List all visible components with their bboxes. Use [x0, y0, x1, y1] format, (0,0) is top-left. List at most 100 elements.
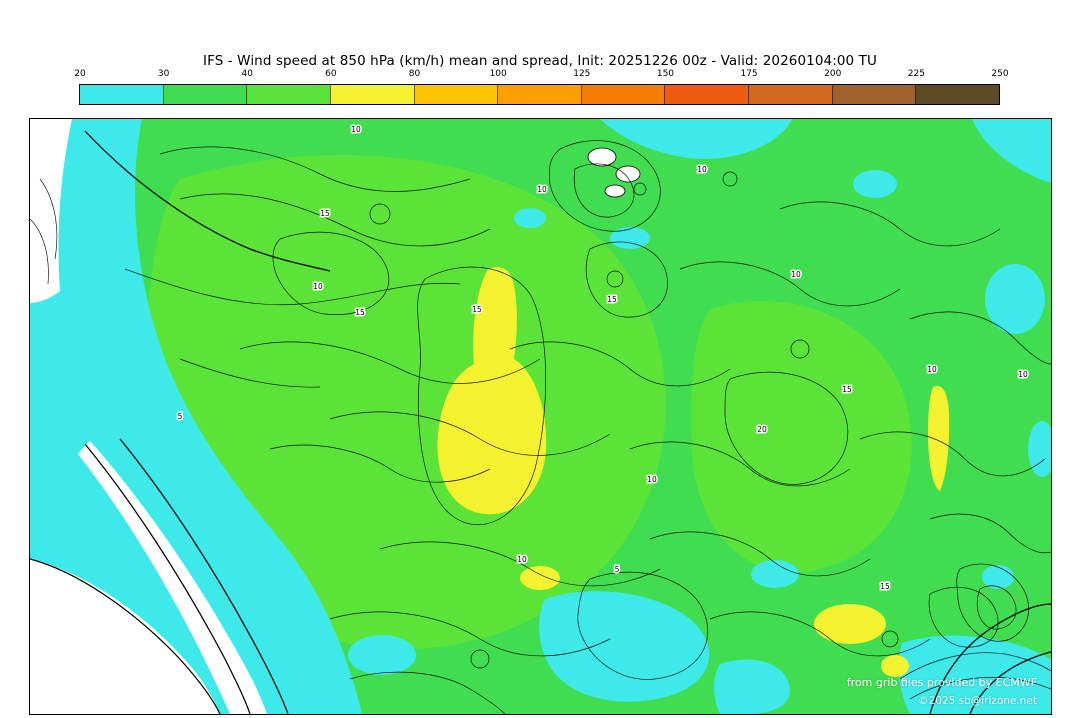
map-shape [928, 586, 999, 648]
sea-region-white [30, 559, 220, 714]
map-shape [976, 585, 1017, 630]
map-shape [84, 443, 251, 714]
contour-label: 10 [517, 555, 527, 564]
attribution-copyright: ©2025 sb@irizone.net [918, 695, 1037, 707]
map-shape [84, 130, 331, 272]
map-shape [369, 203, 391, 225]
wind-region-light-green [147, 155, 666, 649]
wind-speed-map-canvas: 15 10 15 15 10 15 10 10 15 10 10 10 10 5 20 10 5 15 [30, 119, 1051, 714]
map-shape [899, 652, 1051, 680]
map-shape [859, 431, 1046, 477]
contour-label: 10 [351, 125, 361, 134]
map-shape [179, 358, 321, 388]
contour-label: 15 [842, 385, 852, 394]
map-shape [548, 140, 661, 232]
colorbar-segment [329, 85, 414, 104]
map-shape [179, 193, 491, 247]
colorbar-tick-label: 80 [408, 69, 421, 79]
map-shape [649, 531, 871, 577]
colorbar-ticks: 20 30 40 60 80 100 125 150 175 200 225 250 [74, 69, 1008, 81]
wind-region-cyan [714, 659, 791, 714]
map-shape [39, 178, 58, 260]
wind-region-cyan [972, 119, 1051, 183]
colorbar-segment [246, 85, 330, 104]
calm-patch-white [587, 147, 617, 167]
map-shape [119, 438, 289, 714]
contour-label: 10 [537, 185, 547, 194]
chart-title: IFS - Wind speed at 850 hPa (km/h) mean … [203, 53, 877, 69]
contour-label: 10 [697, 165, 707, 174]
map-shape [709, 611, 931, 657]
map-shape [881, 630, 899, 648]
weather-map: 15 10 15 15 10 15 10 10 15 10 10 10 10 5 20 10 5 15 from … [29, 118, 1052, 715]
contour-label: 15 [355, 308, 365, 317]
colorbar-segment [915, 85, 1000, 104]
colorbar-tick-label: 150 [656, 69, 675, 79]
colorbar-tick-label: 30 [157, 69, 170, 79]
wind-region-yellow [881, 655, 909, 677]
colorbar-segment [664, 85, 749, 104]
map-shape [239, 341, 541, 384]
map-shape [969, 651, 1051, 714]
wind-region-light-green [691, 301, 912, 573]
contour-label: 10 [927, 365, 937, 374]
map-shape [159, 146, 471, 192]
map-shape [30, 558, 221, 714]
contour-label: 15 [320, 209, 330, 218]
map-shape [577, 571, 709, 680]
colorbar-tick-label: 100 [489, 69, 507, 79]
map-shape [929, 513, 1051, 554]
contour-label: 10 [647, 475, 657, 484]
map-shape [349, 671, 506, 714]
map-shape [379, 541, 661, 587]
wind-region-cyan [751, 560, 799, 588]
colorbar [79, 84, 1000, 105]
colorbar-tick-label: 40 [241, 69, 253, 79]
contour-label: 5 [615, 565, 620, 574]
calm-patch-white [615, 165, 641, 183]
colorbar-tick-label: 175 [740, 69, 758, 79]
colorbar-tick-label: 125 [573, 69, 591, 79]
map-shape [272, 231, 390, 315]
wind-region-yellow [520, 566, 560, 590]
map-shape [585, 241, 668, 318]
contour-label: 5 [178, 412, 183, 421]
map-shape [329, 411, 611, 456]
map-shape [633, 182, 647, 196]
wind-region-cyan [982, 565, 1014, 589]
map-shape [779, 201, 1001, 247]
colorbar-segment [413, 85, 498, 104]
wind-region-cyan [610, 227, 650, 249]
contour-label: 10 [1018, 370, 1028, 379]
map-shape [679, 261, 901, 307]
colorbar-tick-label: 250 [991, 69, 1009, 79]
wind-region-cyan [600, 119, 792, 159]
colorbar-tick-label: 200 [824, 69, 842, 79]
colorbar-segment [497, 85, 581, 104]
map-shape [956, 563, 1029, 642]
colorbar-tick-label: 225 [907, 69, 925, 79]
contour-label: 15 [880, 582, 890, 591]
colorbar-segment [162, 85, 247, 104]
wind-region-cyan [348, 635, 416, 675]
map-shape [790, 339, 810, 359]
wind-region-cyan [985, 264, 1045, 334]
map-shape [329, 611, 611, 657]
map-shape [909, 311, 1051, 365]
map-shape [606, 270, 624, 288]
colorbar-segment [831, 85, 916, 104]
map-shape [30, 218, 49, 285]
map-shape [509, 341, 731, 387]
colorbar-segment [80, 85, 163, 104]
map-shape [722, 171, 738, 187]
contour-value-labels: 15 10 15 15 10 15 10 10 15 10 10 10 10 5 20 10 5 15 [176, 124, 1029, 593]
colorbar-segment [748, 85, 832, 104]
calm-patch-white [604, 184, 626, 198]
wind-region-cyan [853, 170, 897, 198]
map-shape [269, 444, 491, 483]
colorbar-segment [580, 85, 665, 104]
spread-contour-lines [30, 140, 1051, 714]
wind-region-yellow [928, 386, 950, 491]
wind-region-cyan-left-band [30, 119, 362, 714]
attribution-source: from grib files provided by ECMWF [846, 676, 1037, 689]
